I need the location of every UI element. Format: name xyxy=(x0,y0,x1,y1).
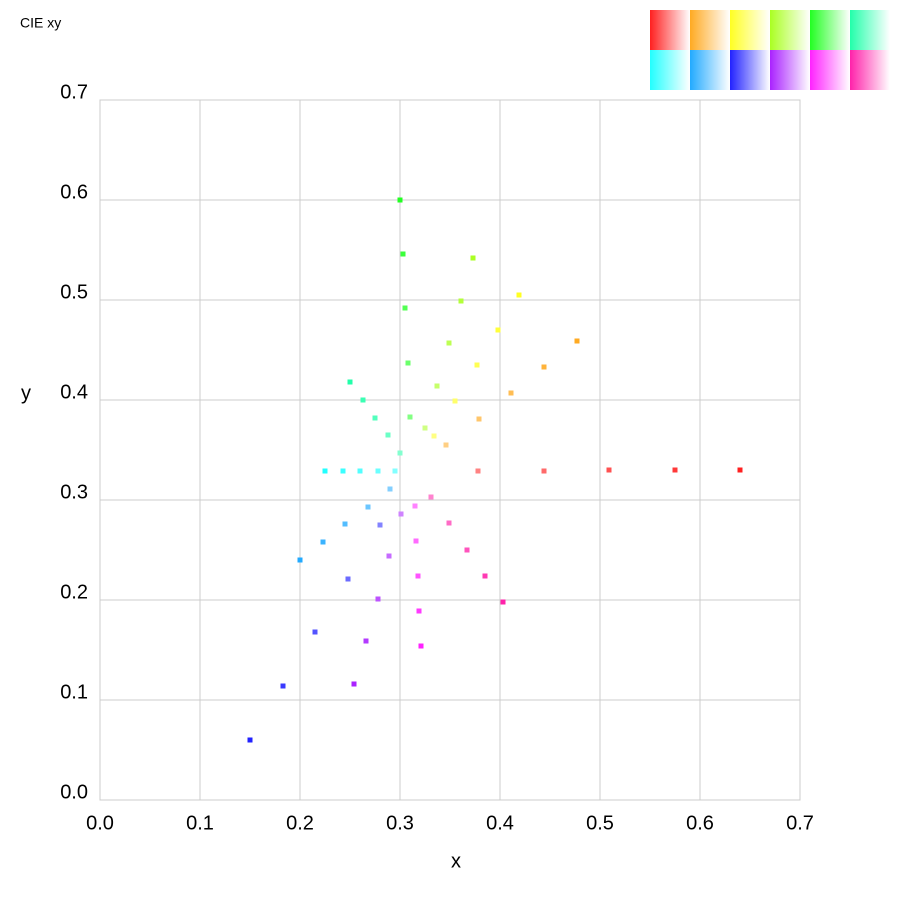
y-tick-label: 0.3 xyxy=(60,481,88,503)
point xyxy=(365,504,371,510)
point xyxy=(372,415,378,421)
point xyxy=(541,468,547,474)
x-tick-label: 0.2 xyxy=(286,812,314,834)
point xyxy=(508,390,514,396)
y-tick-label: 0.6 xyxy=(60,181,88,203)
point xyxy=(428,494,434,500)
point xyxy=(412,503,418,509)
point xyxy=(672,467,678,473)
x-tick-label: 0.0 xyxy=(86,812,114,834)
y-tick-label: 0.4 xyxy=(60,381,88,403)
point xyxy=(375,468,381,474)
color-swatch xyxy=(770,10,810,50)
point xyxy=(392,468,398,474)
point xyxy=(407,414,413,420)
color-swatch xyxy=(770,50,810,90)
point xyxy=(320,539,326,545)
point xyxy=(474,362,480,368)
point xyxy=(475,468,481,474)
point xyxy=(452,398,458,404)
point xyxy=(280,683,286,689)
point xyxy=(413,538,419,544)
point xyxy=(500,599,506,605)
color-swatch xyxy=(730,50,770,90)
color-swatch xyxy=(850,10,890,50)
point xyxy=(347,379,353,385)
color-swatch xyxy=(690,50,730,90)
point xyxy=(446,520,452,526)
point xyxy=(541,364,547,370)
color-swatch xyxy=(650,10,690,50)
point xyxy=(397,450,403,456)
point xyxy=(516,292,522,298)
point xyxy=(431,433,437,439)
point xyxy=(357,468,363,474)
point xyxy=(418,643,424,649)
point xyxy=(377,522,383,528)
point xyxy=(443,442,449,448)
point xyxy=(574,338,580,344)
color-swatch xyxy=(650,50,690,90)
y-axis-label: y xyxy=(21,382,31,404)
point xyxy=(415,573,421,579)
point xyxy=(400,251,406,257)
point xyxy=(446,340,452,346)
x-tick-label: 0.5 xyxy=(586,812,614,834)
point xyxy=(470,255,476,261)
x-tick-label: 0.6 xyxy=(686,812,714,834)
point xyxy=(398,511,404,517)
point xyxy=(342,521,348,527)
y-tick-label: 0.5 xyxy=(60,281,88,303)
chart-title: CIE xy xyxy=(20,15,61,31)
color-swatch xyxy=(810,50,850,90)
color-swatch xyxy=(730,10,770,50)
point xyxy=(386,553,392,559)
color-swatch xyxy=(850,50,890,90)
point xyxy=(464,547,470,553)
point xyxy=(422,425,428,431)
point xyxy=(363,638,369,644)
point xyxy=(351,681,357,687)
point xyxy=(375,596,381,602)
point xyxy=(434,383,440,389)
point xyxy=(385,432,391,438)
point xyxy=(297,557,303,563)
x-tick-label: 0.7 xyxy=(786,812,814,834)
point xyxy=(476,416,482,422)
color-swatch xyxy=(690,10,730,50)
point xyxy=(458,298,464,304)
point xyxy=(247,737,253,743)
point xyxy=(495,327,501,333)
x-tick-label: 0.1 xyxy=(186,812,214,834)
point xyxy=(340,468,346,474)
point xyxy=(402,305,408,311)
y-tick-label: 0.1 xyxy=(60,681,88,703)
point xyxy=(405,360,411,366)
point xyxy=(387,486,393,492)
plot-frame xyxy=(99,99,801,801)
point xyxy=(312,629,318,635)
x-tick-label: 0.3 xyxy=(386,812,414,834)
color-swatch xyxy=(810,10,850,50)
point xyxy=(737,467,743,473)
y-tick-label: 0.2 xyxy=(60,581,88,603)
x-tick-label: 0.4 xyxy=(486,812,514,834)
x-axis-label: x xyxy=(451,850,461,872)
point xyxy=(482,573,488,579)
point xyxy=(397,197,403,203)
y-tick-label: 0.0 xyxy=(60,781,88,803)
point xyxy=(345,576,351,582)
point xyxy=(416,608,422,614)
point xyxy=(606,467,612,473)
y-tick-label: 0.7 xyxy=(60,81,88,103)
point xyxy=(360,397,366,403)
point xyxy=(322,468,328,474)
